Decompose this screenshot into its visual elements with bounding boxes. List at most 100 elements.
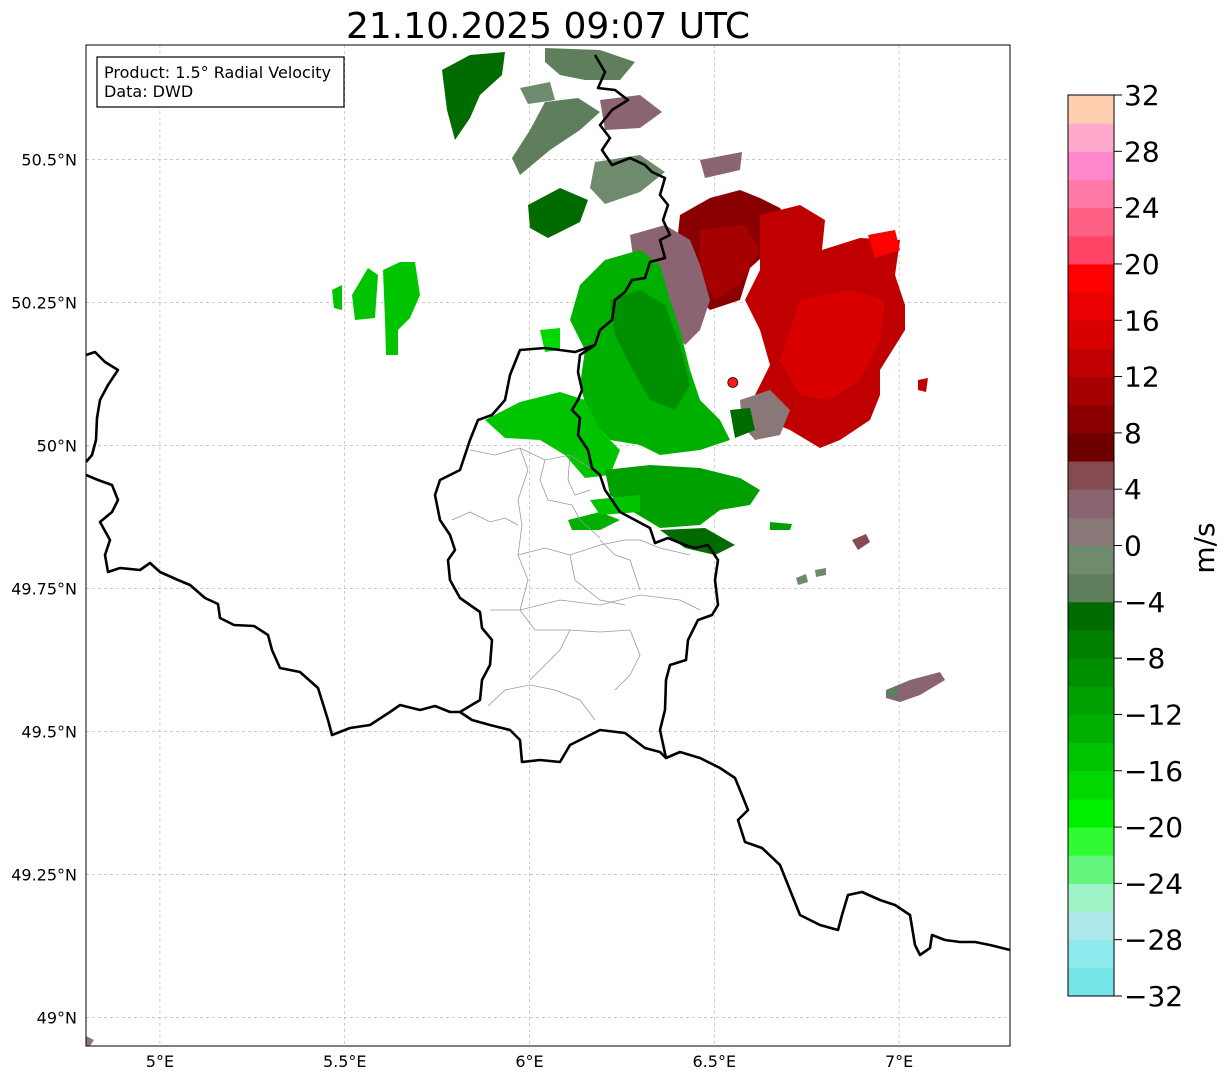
echo-patch (605, 465, 760, 528)
x-tick-label: 5°E (146, 1052, 174, 1071)
colorbar-band (1068, 686, 1114, 715)
echo-patch (730, 408, 755, 438)
colorbar-band (1068, 798, 1114, 828)
x-tick-label: 6°E (515, 1052, 543, 1071)
colorbar-tick-label: 0 (1124, 530, 1142, 563)
echo-patch (610, 290, 690, 410)
echo-patch (815, 568, 826, 577)
colorbar-tick-label: 12 (1124, 361, 1160, 394)
echo-patch (332, 285, 342, 310)
colorbar-band (1068, 404, 1114, 434)
colorbar-band (1068, 432, 1114, 462)
echo-patch (512, 98, 600, 175)
echo-patch (868, 230, 900, 258)
colorbar-band (1068, 179, 1114, 209)
map-frame (85, 44, 1011, 1047)
colorbar-tick-label: −32 (1124, 980, 1183, 1013)
echo-patch (86, 1036, 94, 1046)
colorbar-band (1068, 601, 1114, 631)
colorbar-band (1068, 545, 1114, 575)
colorbar-tick-label: 32 (1124, 79, 1160, 112)
colorbar-label: m/s (1188, 522, 1221, 573)
colorbar-tick-label: −20 (1124, 811, 1183, 844)
colorbar-band (1068, 489, 1114, 518)
colorbar-band (1068, 320, 1114, 349)
colorbar-band (1068, 461, 1114, 490)
y-tick-label: 50°N (37, 436, 77, 455)
echo-patch (852, 534, 870, 550)
colorbar-tick-label: −12 (1124, 698, 1183, 731)
colorbar-tick-label: −16 (1124, 755, 1183, 788)
map-area[interactable]: Product: 1.5° Radial Velocity Data: DWD (86, 45, 1010, 1046)
colorbar-band (1068, 939, 1114, 969)
y-tick-label: 49.5°N (21, 722, 77, 741)
echo-patch (540, 328, 560, 352)
colorbar-band (1068, 714, 1114, 744)
echo-patch (545, 48, 635, 80)
y-tick-label: 49.25°N (11, 865, 77, 884)
info-box: Product: 1.5° Radial Velocity Data: DWD (96, 56, 345, 108)
echo-patch (886, 686, 898, 697)
colorbar-band (1068, 883, 1114, 913)
echo-patch (700, 225, 760, 300)
admin-boundaries (451, 447, 701, 721)
x-axis-ticks: 5°E 5.5°E 6°E 6.5°E 7°E (146, 1052, 913, 1071)
colorbar-band (1068, 292, 1114, 321)
chart-title: 21.10.2025 09:07 UTC (346, 6, 750, 47)
colorbar-band (1068, 770, 1114, 800)
colorbar: −32 −28 −24 −20 −16 −12 −8 −4 0 4 8 12 16 20 24 28 32 m/… (1067, 79, 1221, 1013)
echo-patch (442, 52, 505, 140)
colorbar-tick-label: 20 (1124, 248, 1160, 281)
colorbar-band (1068, 967, 1114, 997)
colorbar-band (1068, 855, 1114, 884)
colorbar-band (1068, 629, 1114, 659)
echo-patch (918, 378, 928, 392)
x-tick-label: 5.5°E (323, 1052, 367, 1071)
colorbar-band (1068, 827, 1114, 856)
colorbar-tick-label: −8 (1124, 642, 1165, 675)
colorbar-tick-label: 28 (1124, 135, 1160, 168)
colorbar-band (1068, 911, 1114, 941)
echo-patch (528, 188, 588, 238)
colorbar-band (1068, 151, 1114, 180)
colorbar-ticks: −32 −28 −24 −20 −16 −12 −8 −4 0 4 8 12 16 20 24 28 32 (1114, 79, 1183, 1013)
echo-patch (352, 268, 378, 320)
echo-patch (796, 574, 808, 585)
radar-site-marker[interactable] (727, 377, 739, 388)
echo-patch (630, 225, 710, 345)
colorbar-band (1068, 742, 1114, 772)
y-tick-label: 50.5°N (21, 150, 77, 169)
echo-patch (780, 290, 885, 400)
y-tick-label: 49.75°N (11, 579, 77, 598)
colorbar-tick-label: 4 (1124, 473, 1142, 506)
info-data-source: Data: DWD (104, 82, 193, 101)
colorbar-band (1068, 123, 1114, 152)
colorbar-tick-label: −4 (1124, 586, 1165, 619)
colorbar-band (1068, 235, 1114, 265)
colorbar-tick-label: 24 (1124, 192, 1160, 225)
colorbar-band (1068, 376, 1114, 406)
echo-patch (485, 392, 620, 478)
colorbar-tick-label: −28 (1124, 924, 1183, 957)
colorbar-band (1068, 348, 1114, 378)
echo-patch (770, 522, 792, 530)
y-axis-ticks: 49°N 49.25°N 49.5°N 49.75°N 50°N 50.25°N 50.5°… (11, 150, 77, 1027)
echo-patch (660, 528, 735, 555)
national-borders (86, 54, 1010, 957)
colorbar-band (1068, 517, 1114, 546)
echo-patch (383, 262, 420, 355)
y-tick-label: 49°N (37, 1008, 77, 1027)
echo-patch (520, 82, 555, 104)
colorbar-tick-label: 8 (1124, 417, 1142, 450)
echo-patch (600, 95, 662, 130)
colorbar-tick-label: 16 (1124, 304, 1160, 337)
colorbar-bands (1068, 95, 1114, 997)
echo-patch (568, 512, 620, 530)
x-tick-label: 6.5°E (693, 1052, 737, 1071)
radar-echoes (86, 48, 945, 1046)
colorbar-band (1068, 207, 1114, 237)
colorbar-band (1068, 573, 1114, 603)
echo-patch (886, 672, 945, 702)
colorbar-tick-label: −24 (1124, 867, 1183, 900)
